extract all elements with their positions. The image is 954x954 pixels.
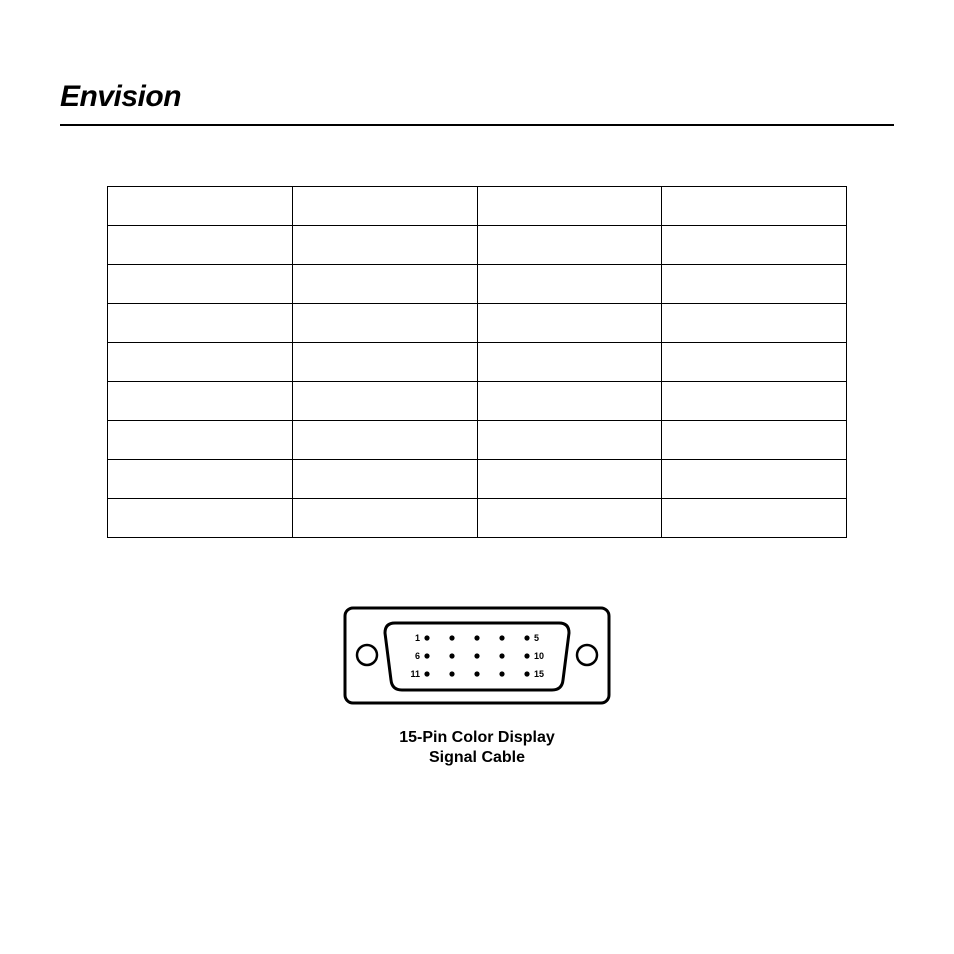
connector-pin xyxy=(499,635,504,640)
pin-label-15: 15 xyxy=(534,669,544,679)
brand-logo: Envision xyxy=(60,80,894,120)
table-row xyxy=(108,265,847,304)
table-row xyxy=(108,304,847,343)
pin-label-6: 6 xyxy=(415,651,420,661)
connector-pin xyxy=(449,635,454,640)
table-cell xyxy=(477,421,662,460)
table-cell xyxy=(292,226,477,265)
table-cell xyxy=(292,460,477,499)
connector-pin xyxy=(524,671,529,676)
table-cell xyxy=(108,265,293,304)
table-cell xyxy=(477,265,662,304)
connector-pin xyxy=(449,653,454,658)
table-cell xyxy=(292,265,477,304)
table-cell xyxy=(292,187,477,226)
table-row xyxy=(108,499,847,538)
table-cell xyxy=(662,343,847,382)
table-cell xyxy=(108,460,293,499)
connector-pin xyxy=(424,653,429,658)
caption-line-2: Signal Cable xyxy=(429,749,525,766)
table-cell xyxy=(477,499,662,538)
table-cell xyxy=(662,187,847,226)
table-cell xyxy=(477,343,662,382)
connector-pin xyxy=(424,671,429,676)
table-row xyxy=(108,187,847,226)
table-cell xyxy=(662,460,847,499)
table-cell xyxy=(662,265,847,304)
pin-label-5: 5 xyxy=(534,633,539,643)
connector-pin xyxy=(474,653,479,658)
table-cell xyxy=(292,499,477,538)
connector-pin xyxy=(449,671,454,676)
connector-pin xyxy=(499,671,504,676)
table-cell xyxy=(108,421,293,460)
table-cell xyxy=(477,460,662,499)
table-cell xyxy=(108,304,293,343)
connector-caption: 15-Pin Color Display Signal Cable xyxy=(327,728,627,768)
table-cell xyxy=(108,382,293,421)
document-page: Envision 1 5 6 10 11 15 xyxy=(0,0,954,768)
table-cell xyxy=(292,382,477,421)
table-cell xyxy=(292,304,477,343)
table-row xyxy=(108,382,847,421)
pin-label-10: 10 xyxy=(534,651,544,661)
table-cell xyxy=(108,499,293,538)
connector-pin xyxy=(499,653,504,658)
table-cell xyxy=(662,499,847,538)
table-cell xyxy=(108,343,293,382)
signal-table xyxy=(107,186,847,538)
table-cell xyxy=(108,226,293,265)
header-rule xyxy=(60,124,894,126)
signal-table-wrap xyxy=(107,186,847,538)
pin-label-11: 11 xyxy=(410,669,420,679)
connector-figure: 1 5 6 10 11 15 15-Pin Color Display Sign… xyxy=(327,598,627,768)
connector-pin xyxy=(474,671,479,676)
table-cell xyxy=(662,382,847,421)
table-row xyxy=(108,460,847,499)
connector-pin xyxy=(424,635,429,640)
table-row xyxy=(108,343,847,382)
table-cell xyxy=(662,304,847,343)
db15-connector-diagram: 1 5 6 10 11 15 xyxy=(337,598,617,718)
table-row xyxy=(108,226,847,265)
caption-line-1: 15-Pin Color Display xyxy=(399,729,555,746)
table-cell xyxy=(662,421,847,460)
table-cell xyxy=(662,226,847,265)
table-cell xyxy=(477,382,662,421)
table-cell xyxy=(477,226,662,265)
connector-pin xyxy=(524,635,529,640)
table-row xyxy=(108,421,847,460)
connector-pin xyxy=(474,635,479,640)
table-cell xyxy=(292,421,477,460)
table-cell xyxy=(477,304,662,343)
connector-pin xyxy=(524,653,529,658)
table-cell xyxy=(292,343,477,382)
table-cell xyxy=(477,187,662,226)
pin-label-1: 1 xyxy=(415,633,420,643)
table-cell xyxy=(108,187,293,226)
